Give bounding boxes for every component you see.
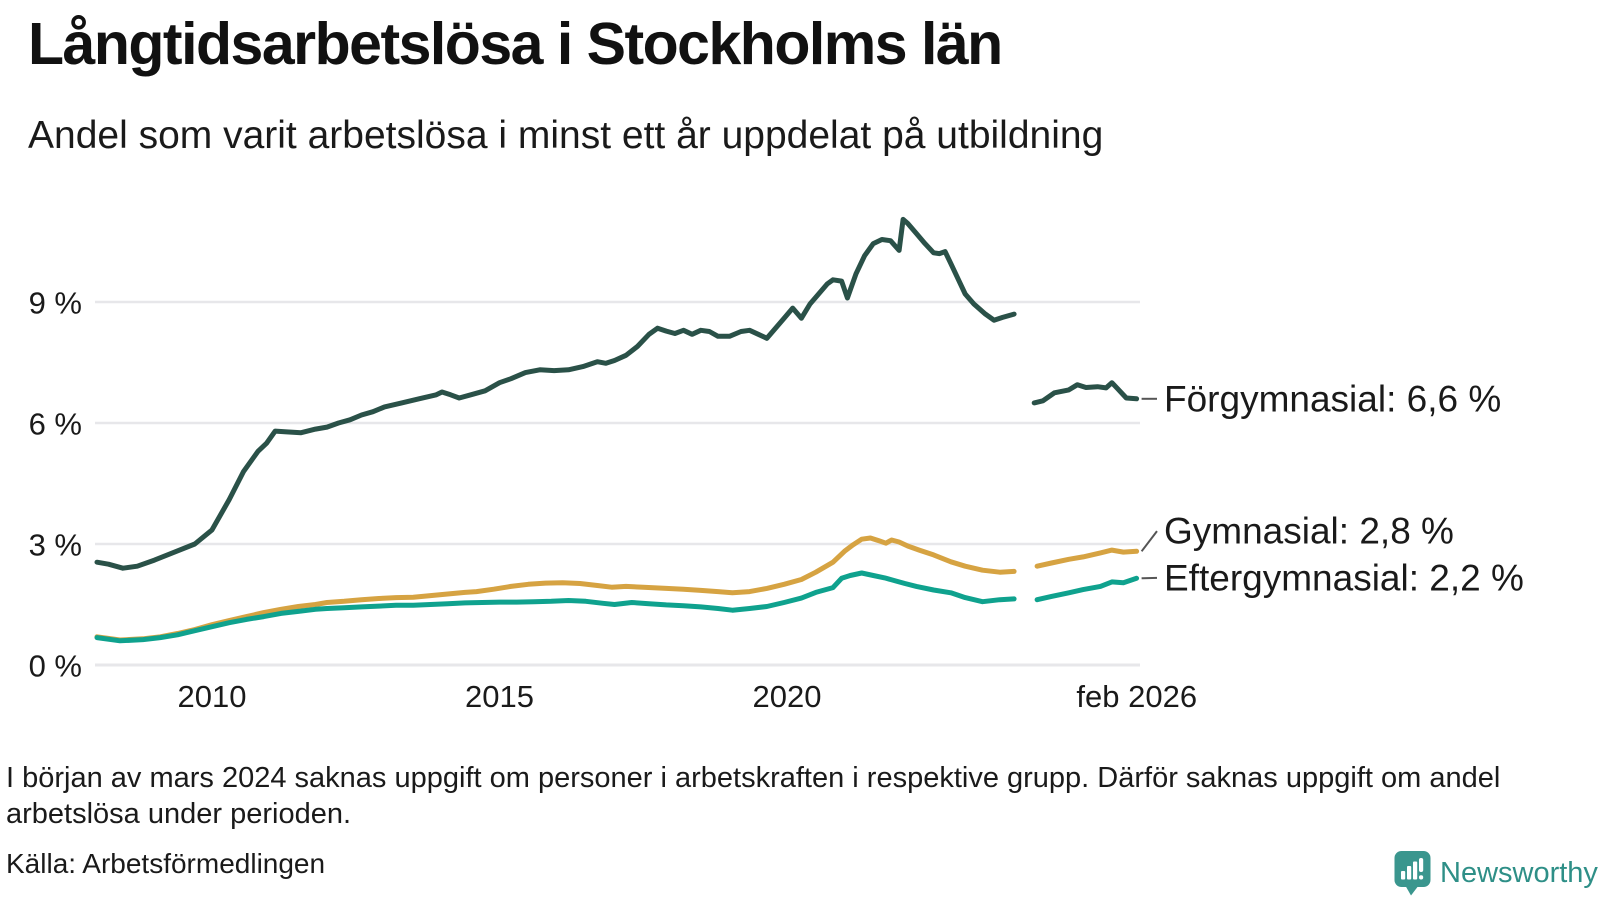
y-axis-tick-label: 9 % (29, 286, 82, 321)
y-axis-tick-label: 6 % (29, 407, 82, 442)
label-connector (1140, 530, 1158, 552)
newsworthy-logo[interactable]: Newsworthy (1394, 850, 1598, 896)
source-note: Källa: Arbetsförmedlingen (6, 848, 326, 879)
x-axis-tick-label: feb 2026 (1076, 679, 1197, 714)
series-end-label-eftergymnasial: Eftergymnasial: 2,2 % (1164, 557, 1524, 598)
footnote: I början av mars 2024 saknas uppgift om … (6, 762, 1501, 831)
y-axis-tick-label: 3 % (29, 528, 82, 563)
series-line-förgymnasial (94, 216, 1017, 571)
line-chart: 0 % 3 % 6 % 9 % 2010 2015 2020 feb 2026 Förgymna… (29, 216, 1524, 714)
series-end-label-förgymnasial: Förgymnasial: 6,6 % (1164, 378, 1501, 419)
newsworthy-wordmark: Newsworthy (1440, 856, 1598, 889)
x-axis-tick-label: 2020 (753, 679, 822, 714)
newsworthy-pin-icon (1394, 851, 1431, 896)
series-line-gymnasial (94, 535, 1017, 643)
page-title: Långtidsarbetslösa i Stockholms län (28, 11, 1003, 77)
y-axis-tick-label: 0 % (29, 649, 82, 684)
series-end-label-gymnasial: Gymnasial: 2,8 % (1164, 511, 1454, 552)
x-axis-tick-label: 2015 (465, 679, 534, 714)
x-axis-tick-label: 2010 (178, 679, 247, 714)
series-line-eftergymnasial (1034, 575, 1140, 603)
chart-subtitle: Andel som varit arbetslösa i minst ett å… (28, 114, 1104, 157)
series-line-förgymnasial (1031, 380, 1140, 406)
series-line-gymnasial (1034, 547, 1140, 569)
series-line-eftergymnasial (94, 570, 1017, 644)
